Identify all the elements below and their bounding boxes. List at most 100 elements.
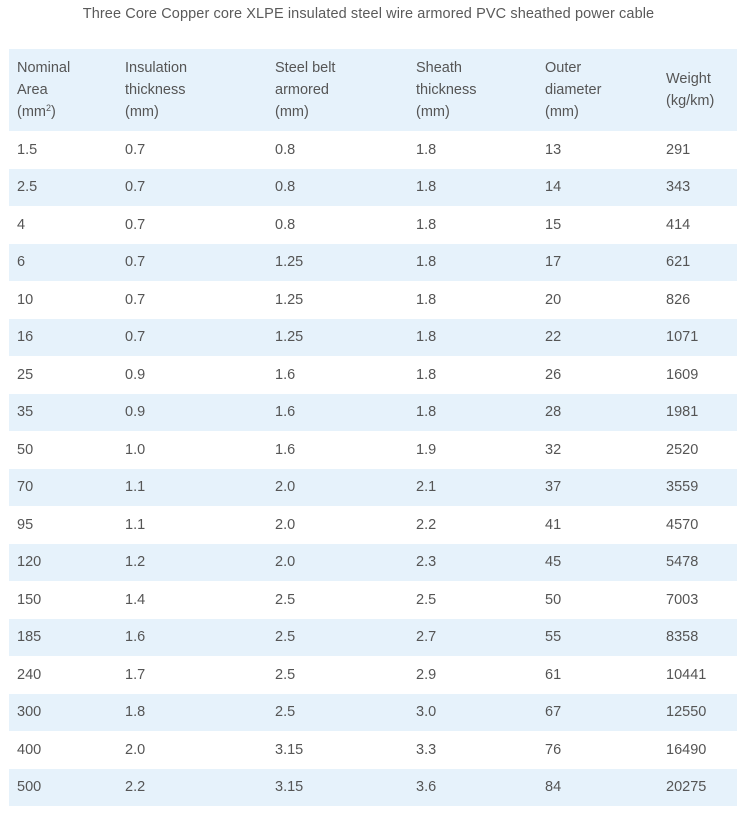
sheath-thickness-cell: 1.8 (408, 281, 537, 319)
sheath-thickness-cell: 2.5 (408, 581, 537, 619)
insulation-thickness-cell: 0.7 (117, 206, 267, 244)
table-row: 6 0.7 1.25 1.8 17 621 (9, 243, 737, 281)
header-steel-belt-armored: Steel belt armored (mm) (267, 49, 408, 131)
weight-cell: 826 (658, 281, 737, 319)
insulation-thickness-cell: 1.1 (117, 468, 267, 506)
nominal-area-cell: 150 (9, 581, 117, 619)
table-caption: Three Core Copper core XLPE insulated st… (82, 6, 655, 22)
table-row: 185 1.6 2.5 2.7 55 8358 (9, 618, 737, 656)
weight-cell: 5478 (658, 543, 737, 581)
steel-belt-armored-cell: 1.25 (267, 281, 408, 319)
sheath-thickness-cell: 2.3 (408, 543, 537, 581)
table-row: 4 0.7 0.8 1.8 15 414 (9, 206, 737, 244)
insulation-thickness-cell: 0.7 (117, 281, 267, 319)
nominal-area-cell: 25 (9, 356, 117, 394)
nominal-area-cell: 1.5 (9, 131, 117, 169)
insulation-thickness-cell: 1.0 (117, 431, 267, 469)
steel-belt-armored-cell: 0.8 (267, 206, 408, 244)
table-row: 500 2.2 3.15 3.6 84 20275 (9, 768, 737, 806)
nominal-area-cell: 6 (9, 243, 117, 281)
sheath-thickness-cell: 3.3 (408, 731, 537, 769)
steel-belt-armored-cell: 2.0 (267, 506, 408, 544)
steel-belt-armored-cell: 2.5 (267, 656, 408, 694)
insulation-thickness-cell: 1.6 (117, 618, 267, 656)
nominal-area-cell: 500 (9, 768, 117, 806)
steel-belt-armored-cell: 2.0 (267, 468, 408, 506)
insulation-thickness-cell: 1.2 (117, 543, 267, 581)
table-row: 10 0.7 1.25 1.8 20 826 (9, 281, 737, 319)
weight-cell: 8358 (658, 618, 737, 656)
insulation-thickness-cell: 1.7 (117, 656, 267, 694)
sheath-thickness-cell: 1.8 (408, 206, 537, 244)
sheath-thickness-cell: 2.7 (408, 618, 537, 656)
sheath-thickness-cell: 1.8 (408, 243, 537, 281)
table-row: 400 2.0 3.15 3.3 76 16490 (9, 731, 737, 769)
steel-belt-armored-cell: 0.8 (267, 168, 408, 206)
steel-belt-armored-cell: 3.15 (267, 731, 408, 769)
outer-diameter-cell: 84 (537, 768, 658, 806)
steel-belt-armored-cell: 3.15 (267, 768, 408, 806)
weight-cell: 7003 (658, 581, 737, 619)
header-insulation-thickness: Insulation thickness (mm) (117, 49, 267, 131)
insulation-thickness-cell: 0.7 (117, 131, 267, 169)
outer-diameter-cell: 13 (537, 131, 658, 169)
weight-cell: 1981 (658, 393, 737, 431)
sheath-thickness-cell: 1.9 (408, 431, 537, 469)
nominal-area-cell: 70 (9, 468, 117, 506)
outer-diameter-cell: 61 (537, 656, 658, 694)
header-nominal-area: Nominal Area (mm2) (9, 49, 117, 131)
weight-cell: 4570 (658, 506, 737, 544)
outer-diameter-cell: 28 (537, 393, 658, 431)
sheath-thickness-cell: 3.0 (408, 693, 537, 731)
steel-belt-armored-cell: 0.8 (267, 131, 408, 169)
nominal-area-cell: 16 (9, 318, 117, 356)
nominal-area-cell: 400 (9, 731, 117, 769)
cable-spec-table: Nominal Area (mm2) Insulation thickness (mm)… (9, 49, 737, 806)
steel-belt-armored-cell: 2.5 (267, 618, 408, 656)
sheath-thickness-cell: 2.1 (408, 468, 537, 506)
weight-cell: 621 (658, 243, 737, 281)
table-row: 95 1.1 2.0 2.2 41 4570 (9, 506, 737, 544)
insulation-thickness-cell: 1.4 (117, 581, 267, 619)
outer-diameter-cell: 55 (537, 618, 658, 656)
header-unit-mm2: (mm2) (17, 103, 56, 121)
insulation-thickness-cell: 0.7 (117, 243, 267, 281)
weight-cell: 414 (658, 206, 737, 244)
table-row: 120 1.2 2.0 2.3 45 5478 (9, 543, 737, 581)
outer-diameter-cell: 17 (537, 243, 658, 281)
table-row: 1.5 0.7 0.8 1.8 13 291 (9, 131, 737, 169)
header-outer-diameter: Outer diameter (mm) (537, 49, 658, 131)
outer-diameter-cell: 41 (537, 506, 658, 544)
steel-belt-armored-cell: 1.6 (267, 356, 408, 394)
weight-cell: 343 (658, 168, 737, 206)
steel-belt-armored-cell: 2.5 (267, 581, 408, 619)
sheath-thickness-cell: 3.6 (408, 768, 537, 806)
table-row: 150 1.4 2.5 2.5 50 7003 (9, 581, 737, 619)
sheath-thickness-cell: 1.8 (408, 131, 537, 169)
insulation-thickness-cell: 2.0 (117, 731, 267, 769)
table-row: 16 0.7 1.25 1.8 22 1071 (9, 318, 737, 356)
weight-cell: 1609 (658, 356, 737, 394)
table-row: 2.5 0.7 0.8 1.8 14 343 (9, 168, 737, 206)
nominal-area-cell: 240 (9, 656, 117, 694)
outer-diameter-cell: 50 (537, 581, 658, 619)
steel-belt-armored-cell: 2.0 (267, 543, 408, 581)
nominal-area-cell: 300 (9, 693, 117, 731)
steel-belt-armored-cell: 1.25 (267, 318, 408, 356)
weight-cell: 12550 (658, 693, 737, 731)
weight-cell: 291 (658, 131, 737, 169)
nominal-area-cell: 185 (9, 618, 117, 656)
nominal-area-cell: 4 (9, 206, 117, 244)
table-row: 240 1.7 2.5 2.9 61 10441 (9, 656, 737, 694)
sheath-thickness-cell: 2.9 (408, 656, 537, 694)
nominal-area-cell: 10 (9, 281, 117, 319)
steel-belt-armored-cell: 1.25 (267, 243, 408, 281)
insulation-thickness-cell: 0.7 (117, 318, 267, 356)
sheath-thickness-cell: 2.2 (408, 506, 537, 544)
weight-cell: 1071 (658, 318, 737, 356)
weight-cell: 2520 (658, 431, 737, 469)
nominal-area-cell: 50 (9, 431, 117, 469)
weight-cell: 20275 (658, 768, 737, 806)
insulation-thickness-cell: 1.8 (117, 693, 267, 731)
table-row: 50 1.0 1.6 1.9 32 2520 (9, 431, 737, 469)
